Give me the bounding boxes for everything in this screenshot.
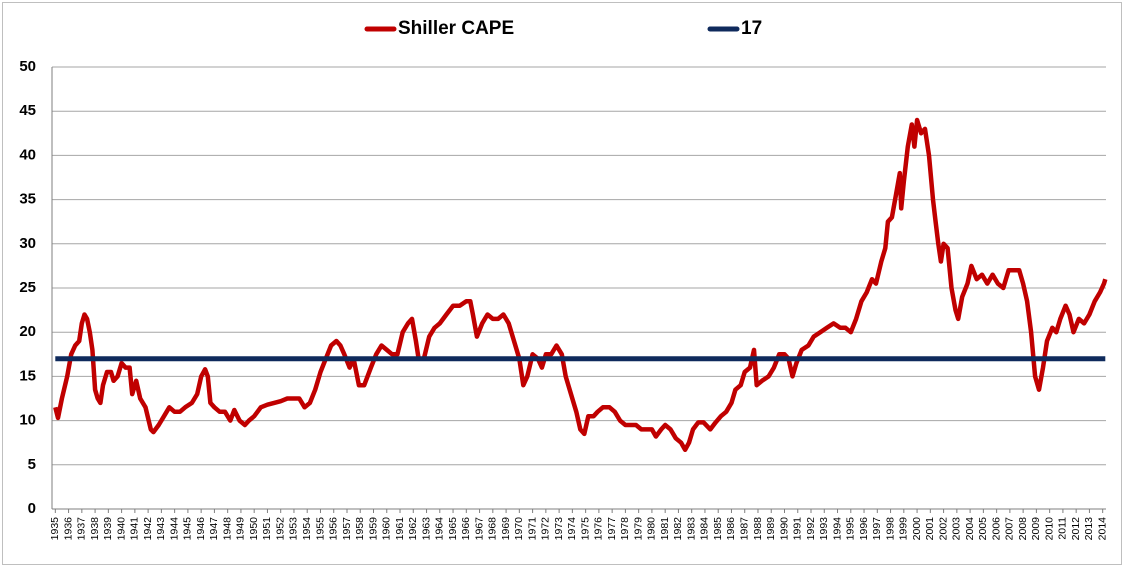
x-tick-label: 1973 xyxy=(553,517,565,541)
x-tick-label: 1950 xyxy=(248,517,260,541)
x-tick-label: 2013 xyxy=(1083,517,1095,541)
x-tick-label: 1995 xyxy=(845,517,857,541)
x-tick-label: 1945 xyxy=(182,517,194,541)
x-tick-label: 1952 xyxy=(274,517,286,541)
x-tick-label: 1939 xyxy=(102,517,114,541)
y-tick-label: 0 xyxy=(28,500,36,517)
y-tick-label: 35 xyxy=(19,191,36,208)
x-tick-label: 1998 xyxy=(884,517,896,541)
x-tick-label: 1957 xyxy=(341,517,353,541)
x-tick-label: 1962 xyxy=(407,517,419,541)
y-tick-label: 20 xyxy=(19,323,36,340)
x-tick-label: 2000 xyxy=(911,517,923,541)
x-tick-label: 1965 xyxy=(447,517,459,541)
x-tick-label: 2010 xyxy=(1043,517,1055,541)
x-tick-label: 1949 xyxy=(235,517,247,541)
x-tick-label: 1944 xyxy=(168,517,180,541)
x-tick-label: 1958 xyxy=(354,517,366,541)
x-tick-label: 1982 xyxy=(672,517,684,541)
x-tick-label: 2007 xyxy=(1004,517,1016,541)
x-tick-label: 1974 xyxy=(566,517,578,541)
y-tick-label: 30 xyxy=(19,235,36,252)
x-tick-label: 2014 xyxy=(1096,517,1108,541)
x-tick-label: 2011 xyxy=(1057,517,1069,540)
x-tick-label: 1936 xyxy=(62,517,74,541)
x-tick-label: 2008 xyxy=(1017,517,1029,541)
x-tick-label: 1983 xyxy=(685,517,697,541)
x-tick-label: 1992 xyxy=(805,517,817,541)
x-tick-label: 1972 xyxy=(540,517,552,541)
x-tick-label: 1994 xyxy=(831,517,843,541)
x-tick-label: 1966 xyxy=(460,517,472,541)
x-tick-label: 1987 xyxy=(739,517,751,541)
x-tick-label: 1990 xyxy=(778,517,790,541)
x-tick-label: 1947 xyxy=(208,517,220,541)
x-tick-label: 1960 xyxy=(381,517,393,541)
x-tick-label: 1940 xyxy=(115,517,127,541)
x-tick-label: 1954 xyxy=(301,517,313,541)
x-tick-label: 1942 xyxy=(142,517,154,541)
x-tick-label: 1975 xyxy=(579,517,591,541)
y-tick-label: 50 xyxy=(19,58,36,75)
x-tick-label: 1997 xyxy=(871,517,883,541)
x-tick-label: 1996 xyxy=(858,517,870,541)
y-tick-label: 10 xyxy=(19,412,36,429)
y-tick-label: 40 xyxy=(19,146,36,163)
x-tick-label: 1985 xyxy=(712,517,724,541)
x-tick-label: 1978 xyxy=(619,517,631,541)
x-tick-label: 1981 xyxy=(659,517,671,541)
x-tick-label: 1964 xyxy=(434,517,446,541)
x-tick-label: 1971 xyxy=(526,517,538,541)
x-tick-label: 1999 xyxy=(898,517,910,541)
x-tick-label: 2012 xyxy=(1070,517,1082,541)
x-tick-label: 1951 xyxy=(261,517,273,541)
x-tick-label: 1946 xyxy=(195,517,207,541)
x-tick-label: 1969 xyxy=(500,517,512,541)
x-tick-label: 2003 xyxy=(951,517,963,541)
x-tick-label: 1979 xyxy=(632,517,644,541)
x-tick-label: 1943 xyxy=(155,517,167,541)
x-tick-label: 1970 xyxy=(513,517,525,541)
legend-label: 17 xyxy=(741,18,762,39)
x-tick-label: 1977 xyxy=(606,517,618,541)
x-tick-label: 2001 xyxy=(924,517,936,541)
legend-label: Shiller CAPE xyxy=(398,18,514,39)
x-tick-label: 1961 xyxy=(394,517,406,541)
x-tick-label: 1948 xyxy=(221,517,233,541)
line xyxy=(53,117,1108,453)
x-tick-label: 1989 xyxy=(765,517,777,541)
y-tick-label: 5 xyxy=(28,456,36,473)
y-tick-label: 15 xyxy=(19,367,36,384)
x-tick-label: 1976 xyxy=(593,517,605,541)
x-tick-label: 1967 xyxy=(473,517,485,541)
x-tick-label: 1937 xyxy=(76,517,88,541)
x-tick-label: 2006 xyxy=(990,517,1002,541)
x-tick-label: 1938 xyxy=(89,517,101,541)
x-tick-label: 1941 xyxy=(129,517,141,541)
x-tick-label: 1963 xyxy=(420,517,432,541)
x-tick-label: 1955 xyxy=(314,517,326,541)
x-tick-label: 2005 xyxy=(977,517,989,541)
x-tick-label: 1956 xyxy=(328,517,340,541)
y-tick-label: 45 xyxy=(19,102,36,119)
x-tick-label: 1968 xyxy=(487,517,499,541)
x-tick-label: 1935 xyxy=(49,517,61,541)
x-tick-label: 1959 xyxy=(367,517,379,541)
y-tick-label: 25 xyxy=(19,279,36,296)
x-tick-label: 1984 xyxy=(699,517,711,541)
x-tick-label: 2004 xyxy=(964,517,976,541)
x-tick-label: 1980 xyxy=(646,517,658,541)
x-tick-label: 1953 xyxy=(288,517,300,541)
x-tick-label: 2002 xyxy=(937,517,949,541)
x-tick-label: 1988 xyxy=(752,517,764,541)
x-tick-label: 1986 xyxy=(725,517,737,541)
x-tick-label: 2009 xyxy=(1030,517,1042,541)
x-tick-label: 1991 xyxy=(792,517,804,541)
x-tick-label: 1993 xyxy=(818,517,830,541)
